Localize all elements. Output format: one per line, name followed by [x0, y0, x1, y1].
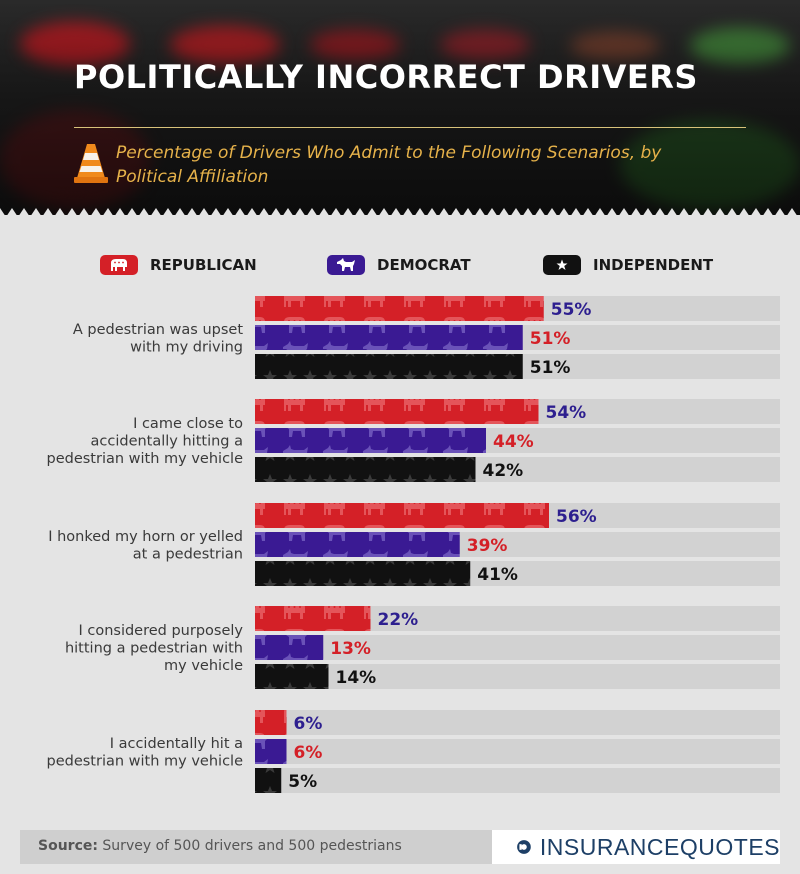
bar-independent	[255, 768, 282, 793]
data-label: 6%	[294, 714, 323, 734]
bar-democrat	[255, 325, 523, 350]
elephant-icon	[111, 259, 127, 271]
data-label: 39%	[467, 536, 508, 556]
category-label: with my driving	[130, 339, 243, 355]
legend-swatch-democrat	[327, 255, 365, 275]
bar-track	[255, 635, 780, 660]
star-icon	[556, 259, 568, 270]
category-label: I considered purposely	[78, 623, 243, 639]
footer-bar: Source: Survey of 500 drivers and 500 pe…	[20, 830, 780, 864]
bar-democrat	[255, 739, 287, 764]
bar-democrat	[255, 532, 460, 557]
data-label: 51%	[530, 329, 571, 349]
legend-item-democrat: DEMOCRAT	[327, 253, 471, 277]
bar-republican	[255, 710, 287, 735]
data-label: 54%	[546, 403, 587, 423]
title-divider	[74, 127, 746, 128]
bar-independent	[255, 561, 471, 586]
chart-legend: REPUBLICAN DEMOCRAT INDEPENDENT	[0, 253, 800, 277]
bar-track	[255, 739, 780, 764]
header-shade	[0, 0, 800, 215]
data-label: 13%	[330, 639, 371, 659]
data-label: 41%	[477, 565, 518, 585]
header-banner: POLITICALLY INCORRECT DRIVERS Percentage…	[0, 0, 800, 215]
data-label: 51%	[530, 358, 571, 378]
bar-group: I came close to accidentally hitting aped…	[47, 399, 780, 482]
legend-label-republican: REPUBLICAN	[150, 256, 257, 274]
category-label: accidentally hitting a	[91, 434, 244, 450]
category-label: hitting a pedestrian with	[65, 641, 243, 657]
bar-track	[255, 664, 780, 689]
category-label: my vehicle	[164, 658, 243, 674]
legend-label-democrat: DEMOCRAT	[377, 256, 471, 274]
data-label: 6%	[294, 743, 323, 763]
logo-word-insurance: INSURANCE	[539, 833, 680, 860]
data-label: 14%	[336, 668, 377, 688]
bar-democrat	[255, 428, 486, 453]
header-edge	[0, 208, 797, 215]
bar-group: I considered purposely hitting a pedestri…	[65, 606, 780, 689]
category-label: I came close to	[133, 416, 243, 432]
source-note: Source: Survey of 500 drivers and 500 pe…	[38, 838, 402, 854]
logo-mark-icon	[517, 840, 531, 854]
source-label: Source:	[38, 838, 98, 854]
source-text: Survey of 500 drivers and 500 pedestrian…	[102, 838, 402, 854]
bar-republican	[255, 606, 371, 631]
category-label: I accidentally hit a	[110, 736, 243, 752]
page-title: POLITICALLY INCORRECT DRIVERS	[74, 58, 698, 96]
data-label: 56%	[556, 507, 597, 527]
bar-track	[255, 710, 780, 735]
legend-item-republican: REPUBLICAN	[100, 253, 257, 277]
bar-independent	[255, 457, 476, 482]
bar-independent	[255, 664, 329, 689]
bar-track	[255, 768, 780, 793]
category-label: A pedestrian was upset	[73, 322, 243, 338]
data-label: 55%	[551, 300, 592, 320]
category-label: I honked my horn or yelled	[48, 529, 243, 545]
data-label: 44%	[493, 432, 534, 452]
bar-republican	[255, 296, 544, 321]
legend-swatch-independent	[543, 255, 581, 275]
data-label: 42%	[483, 461, 524, 481]
category-label: at a pedestrian	[133, 546, 243, 562]
insurance-quotes-logo: INSURANCEQUOTES	[492, 830, 780, 864]
donkey-icon	[337, 258, 355, 271]
legend-item-independent: INDEPENDENT	[543, 253, 713, 277]
chart-subtitle: Percentage of Drivers Who Admit to the F…	[116, 143, 662, 187]
bar-independent	[255, 354, 523, 379]
logo-word-quotes: QUOTES	[679, 833, 780, 860]
data-label: 5%	[288, 772, 317, 792]
bar-republican	[255, 503, 549, 528]
legend-swatch-republican	[100, 255, 138, 275]
legend-label-independent: INDEPENDENT	[593, 256, 714, 274]
traffic-cone-icon	[74, 144, 108, 183]
bar-republican	[255, 399, 539, 424]
category-label: pedestrian with my vehicle	[47, 753, 244, 769]
bar-democrat	[255, 635, 324, 660]
category-label: pedestrian with my vehicle	[47, 451, 244, 467]
logo-text: INSURANCEQUOTES	[540, 834, 780, 861]
data-label: 22%	[378, 610, 419, 630]
